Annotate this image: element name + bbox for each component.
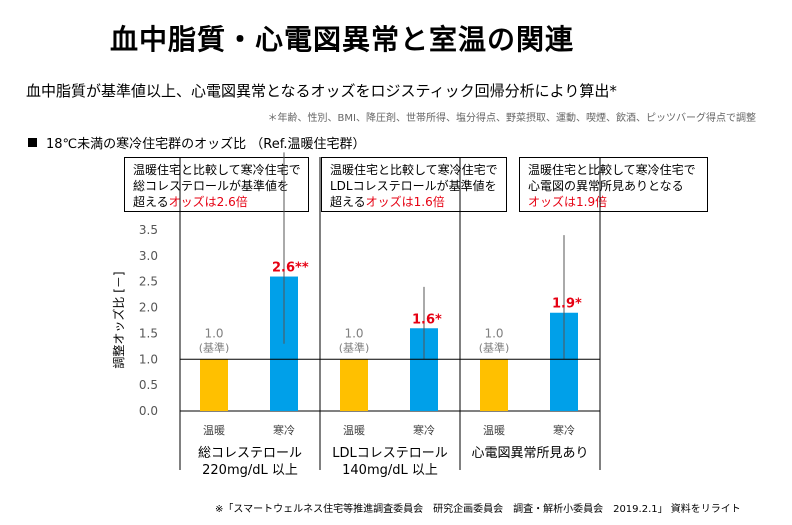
bar-reference-label: (基準) xyxy=(479,340,510,354)
bar-value-label: 1.0 xyxy=(204,326,223,340)
callout-text: 超える xyxy=(330,195,366,209)
adjustment-note: ＊年齢、性別、BMI、降圧剤、世帯所得、塩分得点、野菜摂取、運動、喫煙、飲酒、ピ… xyxy=(267,113,756,124)
group-label: 220mg/dL 以上 xyxy=(202,463,298,478)
x-tick-label: 寒冷 xyxy=(413,423,435,437)
x-tick-label: 温暖 xyxy=(203,424,225,437)
callout-total-cholesterol: 温暖住宅と比較して寒冷住宅で 総コレステロールが基準値を 超えるオッズは2.6倍 xyxy=(124,157,309,212)
y-tick-label: 1.0 xyxy=(139,352,158,366)
y-tick-label: 1.5 xyxy=(139,326,158,340)
y-tick-label: 3.5 xyxy=(139,223,158,237)
callout-odds-text: オッズは1.9倍 xyxy=(528,195,608,209)
group-label: 140mg/dL 以上 xyxy=(342,463,438,478)
callout-line: 超えるオッズは2.6倍 xyxy=(133,194,308,210)
y-tick-label: 2.0 xyxy=(139,301,158,315)
group-label: 総コレステロール xyxy=(198,446,302,461)
bar-value-label: 2.6** xyxy=(272,261,309,276)
y-tick-label: 3.0 xyxy=(139,249,158,263)
x-tick-label: 温暖 xyxy=(343,424,365,437)
callout-line: 温暖住宅と比較して寒冷住宅で xyxy=(330,163,498,177)
bar-value-label: 1.0 xyxy=(484,326,503,340)
callout-line: 心電図の異常所見ありとなる xyxy=(528,179,684,193)
bar-value-label: 1.0 xyxy=(344,326,363,340)
bar-warm xyxy=(200,359,228,411)
callout-odds-text: オッズは1.6倍 xyxy=(365,195,445,209)
source-note: ※「スマートウェルネス住宅等推進調査委員会 研究企画委員会 調査・解析小委員会 … xyxy=(215,504,741,515)
callout-line: LDLコレステロールが基準値を xyxy=(330,179,497,193)
callout-ldl-cholesterol: 温暖住宅と比較して寒冷住宅で LDLコレステロールが基準値を 超えるオッズは1.… xyxy=(321,157,507,212)
x-tick-label: 寒冷 xyxy=(553,423,575,437)
y-tick-label: 0.5 xyxy=(139,378,158,392)
x-tick-label: 温暖 xyxy=(483,424,505,437)
callout-line: オッズは1.9倍 xyxy=(528,194,707,210)
callout-line: 温暖住宅と比較して寒冷住宅で xyxy=(528,163,696,177)
callout-line: 温暖住宅と比較して寒冷住宅で xyxy=(133,163,301,177)
group-label: 心電図異常所見あり xyxy=(471,446,588,461)
bullet-square-icon xyxy=(28,138,37,147)
bar-value-label: 1.6* xyxy=(412,312,442,327)
bar-reference-label: (基準) xyxy=(339,340,370,354)
page-title: 血中脂質・心電図異常と室温の関連 xyxy=(110,23,575,56)
bar-warm xyxy=(480,359,508,411)
subtitle: 血中脂質が基準値以上、心電図異常となるオッズをロジスティック回帰分析により算出* xyxy=(26,82,617,100)
bar-warm xyxy=(340,359,368,411)
callout-odds-text: オッズは2.6倍 xyxy=(168,195,248,209)
callout-line: 超えるオッズは1.6倍 xyxy=(330,194,506,210)
y-tick-label: 2.5 xyxy=(139,275,158,289)
callout-line: 総コレステロールが基準値を xyxy=(133,179,290,193)
bar-reference-label: (基準) xyxy=(199,340,230,354)
callout-text: 超える xyxy=(133,195,169,209)
x-tick-label: 寒冷 xyxy=(273,423,295,437)
y-axis-label: 調整オッズ比 [－] xyxy=(111,271,126,368)
section-label-text: 18℃未満の寒冷住宅群のオッズ比 （Ref.温暖住宅群） xyxy=(46,137,366,152)
callout-ecg-abnormal: 温暖住宅と比較して寒冷住宅で 心電図の異常所見ありとなる オッズは1.9倍 xyxy=(519,157,708,212)
bar-value-label: 1.9* xyxy=(552,297,582,312)
section-label: 18℃未満の寒冷住宅群のオッズ比 （Ref.温暖住宅群） xyxy=(28,133,365,152)
y-tick-label: 0.0 xyxy=(139,404,158,418)
group-label: LDLコレステロール xyxy=(332,446,448,461)
